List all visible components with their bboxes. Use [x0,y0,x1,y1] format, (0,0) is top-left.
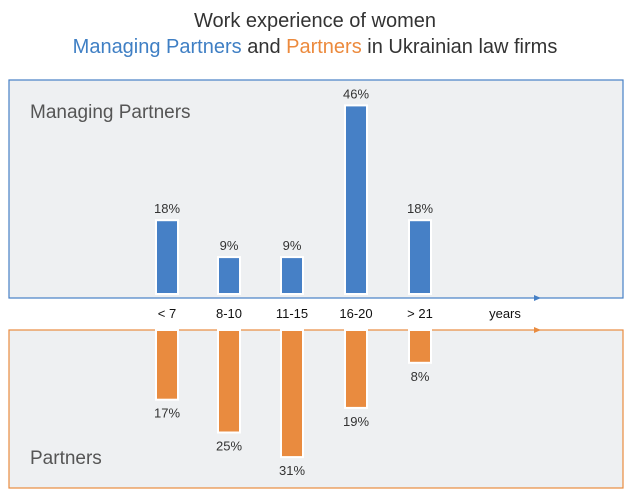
x-tick-label: 8-10 [216,306,242,321]
x-tick-label: > 21 [407,306,433,321]
partners-panel-label: Partners [30,448,102,469]
x-axis-label: years [489,306,521,321]
chart-title: Work experience of women [194,10,436,32]
partners-value-label: 8% [411,369,430,384]
partners-value-label: 31% [279,463,305,478]
partners-axis-arrow [534,327,541,333]
managing-partners-value-label: 46% [343,86,369,101]
managing-partners-value-label: 18% [154,201,180,216]
partners-value-label: 25% [216,439,242,454]
chart-marks: < 7 8-10 11-15 16-20 > 21 18% 9% 9% 46% 18% 17% 25%… [154,86,433,478]
subtitle-suffix: in Ukrainian law firms [361,36,558,58]
managing-partners-value-label: 9% [283,238,302,253]
managing-partners-bar [155,219,179,295]
partners-panel [8,329,624,489]
managing-axis-arrow [534,295,541,301]
managing-partners-bar [217,256,241,296]
partners-bar [217,329,241,434]
managing-partners-value-label: 9% [220,238,239,253]
managing-partners-bar [344,104,368,296]
partners-value-label: 19% [343,414,369,429]
chart-subtitle: Managing Partners and Partners in Ukrain… [0,36,630,59]
subtitle-and: and [241,36,287,58]
x-tick-label: 11-15 [276,306,308,321]
x-tick-label: < 7 [158,306,176,321]
partners-bar [408,329,432,364]
partners-bar [344,329,368,409]
managing-partners-bar [280,256,304,296]
managing-partners-value-label: 18% [407,201,433,216]
partners-bar [280,329,304,459]
managing-partners-panel-label: Managing Partners [30,102,191,123]
managing-partners-bar [408,219,432,295]
subtitle-managing: Managing Partners [72,36,242,58]
subtitle-partners: Partners [286,36,362,58]
partners-value-label: 17% [154,406,180,421]
partners-bar [155,329,179,401]
x-tick-label: 16-20 [339,306,372,321]
